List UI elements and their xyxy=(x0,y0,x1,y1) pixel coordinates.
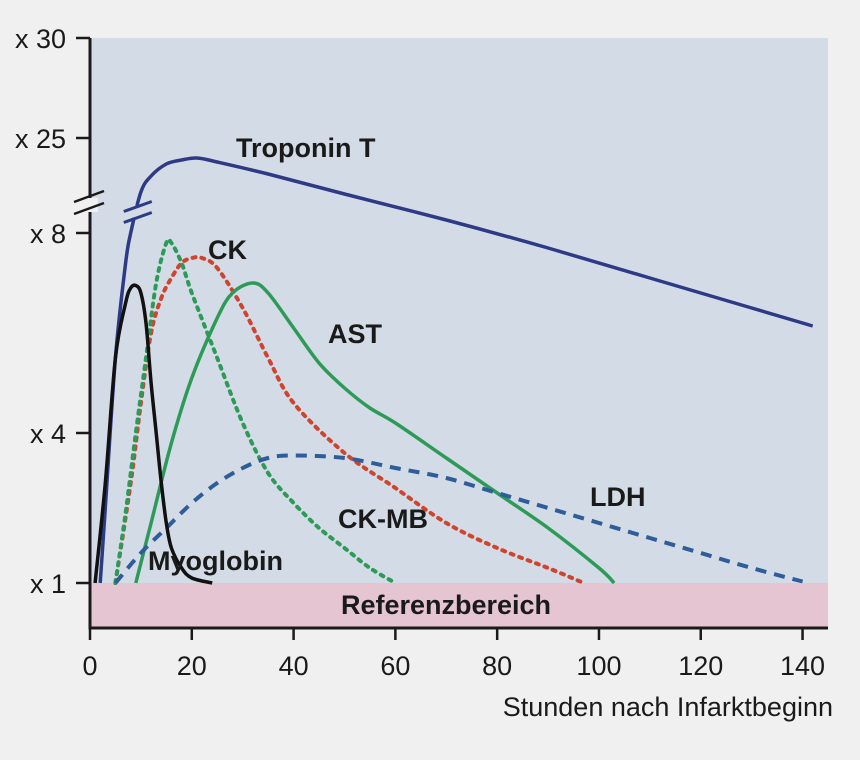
series-line-ldh xyxy=(113,453,804,585)
y-ticks: x 1 x 4 x 8 x 25 x 30 xyxy=(15,24,90,599)
series-break-mark-1 xyxy=(123,200,153,213)
x-tick-label: 120 xyxy=(678,651,723,681)
y-tick-label: x 4 xyxy=(30,419,66,449)
series-layer xyxy=(93,156,814,585)
y-tick-label: x 25 xyxy=(15,124,66,154)
x-ticks: 0 20 40 60 80 100 120 140 xyxy=(82,628,825,681)
x-tick-label: 20 xyxy=(177,651,207,681)
reference-band xyxy=(90,583,828,628)
y-axis-break-mark-upper xyxy=(73,189,105,204)
label-ldh: LDH xyxy=(590,482,646,512)
x-axis-title: Stunden nach Infarktbeginn xyxy=(503,692,833,722)
plot-area xyxy=(90,38,828,583)
x-tick-label: 140 xyxy=(780,651,825,681)
label-ast: AST xyxy=(328,319,383,349)
series-line-ck xyxy=(113,255,586,585)
label-ck-mb: CK-MB xyxy=(338,504,428,534)
axes xyxy=(88,38,828,630)
y-axis-break-mark-lower xyxy=(73,201,105,216)
series-line-myoglobin xyxy=(93,283,213,585)
label-ck: CK xyxy=(208,235,247,265)
series-line-troponin-t xyxy=(98,156,814,584)
series-break-mark-2 xyxy=(123,211,153,224)
label-myoglobin: Myoglobin xyxy=(148,546,283,576)
y-tick-label: x 1 xyxy=(30,569,66,599)
x-tick-label: 80 xyxy=(482,651,512,681)
series-labels: Troponin T CK AST LDH CK-MB Myoglobin xyxy=(148,133,646,576)
y-tick-label: x 30 xyxy=(15,24,66,54)
reference-band-label: Referenzbereich xyxy=(341,590,551,620)
x-tick-label: 100 xyxy=(576,651,621,681)
x-tick-label: 40 xyxy=(279,651,309,681)
y-tick-label: x 8 xyxy=(30,219,66,249)
y-axis-break-marks xyxy=(73,189,105,216)
label-troponin-t: Troponin T xyxy=(236,133,376,163)
x-tick-label: 0 xyxy=(82,651,97,681)
x-tick-label: 60 xyxy=(380,651,410,681)
series-line-ck-mb xyxy=(113,237,398,585)
